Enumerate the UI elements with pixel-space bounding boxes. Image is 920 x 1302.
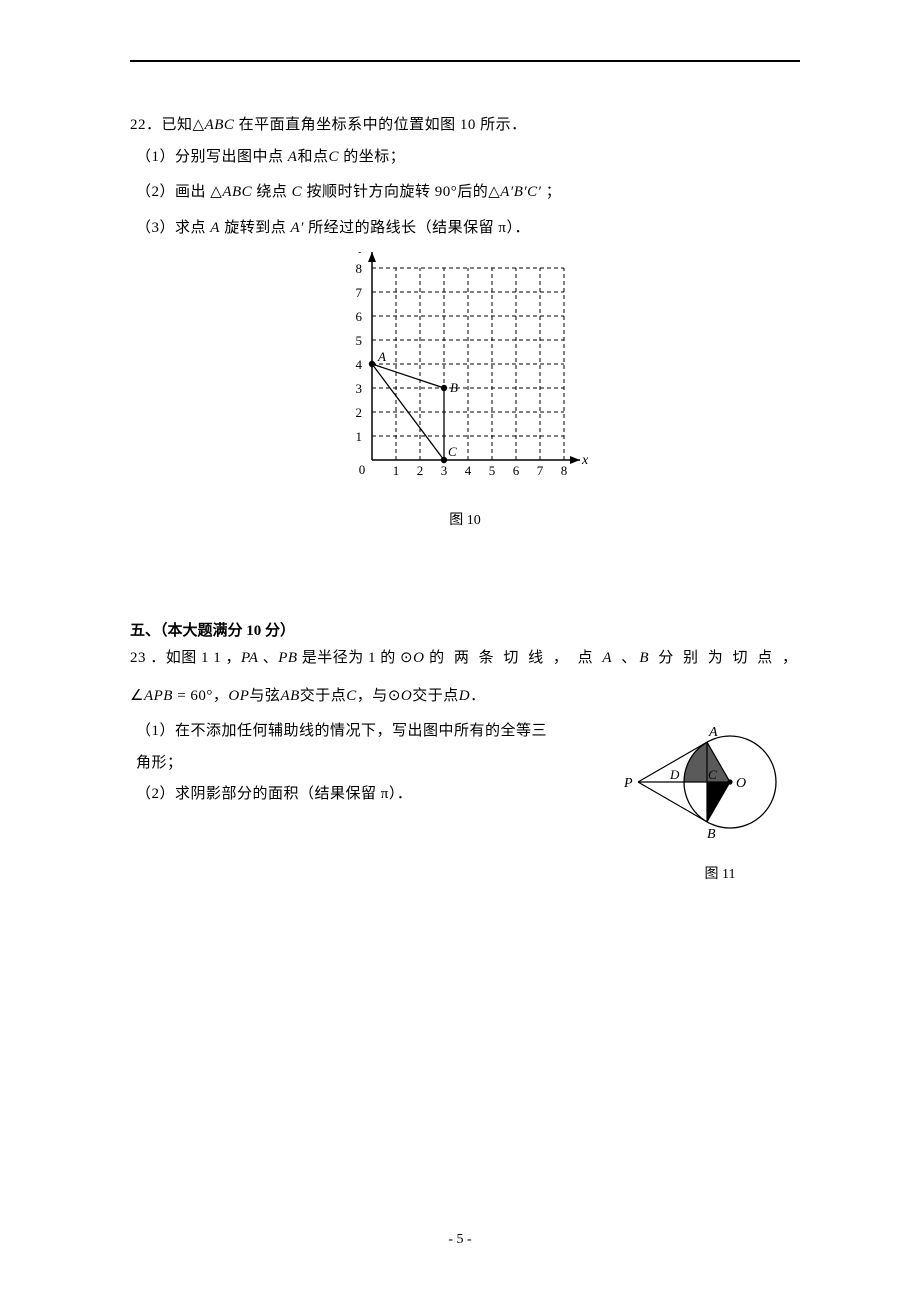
svg-text:B: B [450,380,458,395]
svg-text:P: P [623,776,633,791]
svg-text:0: 0 [359,462,366,477]
svg-text:8: 8 [561,463,568,478]
svg-text:B: B [707,827,716,842]
svg-text:1: 1 [393,463,400,478]
figure-11-caption: 图 11 [590,863,800,883]
svg-text:4: 4 [356,357,363,372]
p22-part1: （1）分别写出图中点 A和点C 的坐标； [130,142,800,174]
svg-text:5: 5 [356,333,363,348]
svg-text:8: 8 [356,261,363,276]
svg-text:C: C [708,767,717,782]
svg-text:5: 5 [489,463,496,478]
svg-text:3: 3 [441,463,448,478]
svg-text:C: C [448,444,457,459]
p22-part2: （2）画出 △ABC 绕点 C 按顺时针方向旋转 90°后的△A′B′C′ ； [130,177,800,209]
svg-text:x: x [581,453,589,468]
svg-text:D: D [669,767,680,782]
svg-text:7: 7 [356,285,363,300]
p22-number: 22． [130,117,162,133]
svg-text:1: 1 [356,429,363,444]
figure-11: P A B O C D 图 11 [590,716,800,883]
figure-10-caption: 图 10 [330,509,600,529]
section-5-heading: 五、（本大题满分 10 分） [130,619,800,640]
svg-text:O: O [736,776,746,791]
p22-part3: （3）求点 A 旋转到点 A′ 所经过的路线长（结果保留 π）． [130,213,800,245]
figure-10: 01122334455667788xyABC 图 10 [330,252,600,529]
p23-part1: （1）在不添加任何辅助线的情况下，写出图中所有的全等三角形； [130,716,560,779]
svg-text:7: 7 [537,463,544,478]
problem-22: 22．已知△ABC 在平面直角坐标系中的位置如图 10 所示． （1）分别写出图… [130,110,800,529]
p23-part2: （2）求阴影部分的面积（结果保留 π）． [130,779,560,811]
svg-text:2: 2 [356,405,363,420]
svg-text:3: 3 [356,381,363,396]
page-number: - 5 - [0,1232,920,1248]
svg-text:y: y [358,252,367,254]
svg-text:A: A [708,725,718,740]
p23-number: 23 ． [130,650,166,666]
p23-line1: 23 ．如图 1 1 ，PA 、PB 是半径为 1 的 ⊙O 的 两 条 切 线… [130,643,800,675]
coordinate-grid-svg: 01122334455667788xyABC [330,252,600,502]
svg-text:A: A [377,349,386,364]
tangent-circle-svg: P A B O C D [590,716,800,856]
svg-text:4: 4 [465,463,472,478]
top-horizontal-rule [130,60,800,62]
problem-23: 23 ．如图 1 1 ，PA 、PB 是半径为 1 的 ⊙O 的 两 条 切 线… [130,643,800,883]
svg-text:6: 6 [513,463,520,478]
svg-text:2: 2 [417,463,424,478]
svg-text:6: 6 [356,309,363,324]
p23-line2: ∠APB = 60°，OP与弦AB交于点C，与⊙O交于点D． [130,681,800,713]
p22-stem: 22．已知△ABC 在平面直角坐标系中的位置如图 10 所示． [130,110,800,142]
figure-10-wrap: 01122334455667788xyABC 图 10 [130,252,800,529]
